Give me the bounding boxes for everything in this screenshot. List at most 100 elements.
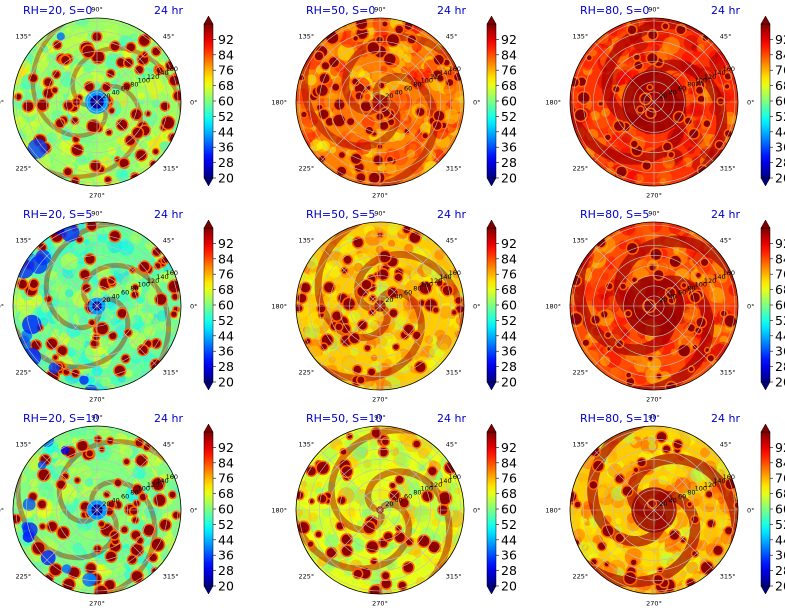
texture-patch	[370, 231, 378, 239]
panel-time-label: 24 hr	[437, 4, 466, 17]
convective-cell	[626, 372, 631, 378]
convective-cell	[369, 172, 380, 184]
angle-tick-label: 0°	[190, 303, 197, 311]
colorbar-tick-label: 84	[218, 455, 234, 470]
convective-cell	[361, 280, 372, 290]
texture-patch	[91, 290, 101, 300]
convective-cell	[387, 287, 398, 298]
colorbar-tick-label: 36	[218, 548, 234, 563]
angle-tick-label: 0°	[747, 303, 754, 311]
texture-patch	[146, 78, 164, 95]
texture-patch	[670, 348, 678, 356]
angular-grid-line	[594, 450, 655, 511]
colorbar-tick-label: 44	[775, 532, 785, 547]
convective-cell	[625, 310, 631, 317]
radial-tick-label: 20	[102, 500, 110, 508]
convective-cell	[31, 340, 41, 350]
convective-cell	[153, 149, 159, 155]
radial-tick-label: 40	[669, 88, 677, 96]
convective-cell	[121, 526, 128, 533]
texture-patch	[156, 310, 169, 322]
colorbar-min-extend	[203, 177, 214, 187]
convective-cell	[87, 222, 97, 231]
texture-patch	[714, 341, 731, 359]
convective-cell	[642, 161, 651, 170]
radial-tick-label: 160	[449, 473, 461, 481]
texture-patch	[323, 291, 340, 309]
radial-tick-label: 120	[430, 277, 442, 285]
angle-tick-label: 180°	[545, 303, 561, 311]
texture-patch	[94, 426, 104, 435]
convective-cell	[333, 114, 345, 127]
convective-cell	[110, 41, 120, 51]
convective-cell	[615, 474, 624, 483]
angle-tick-label: 135°	[16, 237, 32, 245]
colorbar-tick-label: 76	[218, 267, 234, 282]
polar-grid	[296, 426, 464, 594]
angular-grid-line	[594, 246, 655, 307]
angle-tick-label: 270°	[89, 192, 105, 200]
texture-patch	[333, 284, 341, 291]
convective-cell	[143, 525, 155, 536]
texture-patch	[665, 462, 677, 474]
angle-tick-label: 135°	[16, 33, 32, 41]
texture-patch	[422, 553, 431, 563]
convective-cell	[616, 340, 623, 347]
radial-tick-label: 160	[166, 473, 178, 481]
convective-cell	[418, 535, 430, 547]
convective-cell	[701, 258, 709, 266]
colorbar-tick-label: 20	[501, 171, 517, 186]
radial-tick-label: 100	[421, 77, 433, 85]
convective-cell	[341, 534, 352, 545]
angle-tick-label: 315°	[163, 164, 179, 172]
convective-cell	[343, 255, 352, 264]
angular-grid-line	[96, 305, 157, 366]
convective-cell	[415, 361, 426, 373]
texture-patch	[410, 497, 421, 508]
angular-grid-line	[379, 509, 440, 570]
dry-patch	[48, 362, 60, 374]
radial-tick-label: 80	[413, 489, 421, 497]
texture-patch	[94, 142, 109, 157]
convective-cell	[379, 251, 391, 263]
convective-cell	[406, 538, 413, 546]
polar-grid	[570, 426, 738, 594]
texture-patch	[165, 326, 172, 333]
convective-cell	[703, 120, 711, 127]
convective-cell	[40, 524, 45, 529]
convective-cell	[589, 481, 598, 489]
convective-cell	[371, 428, 381, 438]
convective-cell	[615, 533, 624, 543]
radial-tick-label: 60	[678, 84, 686, 92]
convective-cell	[124, 459, 130, 465]
texture-patch	[330, 364, 338, 372]
colorbar-tick-label: 84	[218, 251, 234, 266]
convective-cell	[734, 502, 738, 508]
angular-grid-line	[653, 101, 714, 162]
convective-cell	[352, 78, 359, 85]
texture-patch	[376, 487, 390, 500]
panel-grid: 204060801001201401600°45°90°135°180°225°…	[0, 4, 785, 608]
radial-tick-label: 60	[678, 492, 686, 500]
angle-tick-label: 225°	[573, 164, 589, 172]
angle-tick-label: 225°	[573, 572, 589, 580]
colorbar-tick-label: 52	[775, 109, 785, 124]
convective-cell	[37, 100, 48, 111]
angular-grid-line	[96, 42, 157, 103]
convective-cell	[452, 310, 457, 315]
angle-tick-label: 0°	[473, 303, 480, 311]
radial-tick-label: 120	[430, 73, 442, 81]
angular-grid-line	[653, 509, 714, 570]
angle-tick-label: 135°	[573, 237, 589, 245]
convective-cell	[640, 93, 651, 104]
convective-cell	[77, 440, 88, 451]
angle-tick-label: 90°	[91, 414, 103, 422]
convective-cell	[71, 177, 79, 184]
radial-tick-label: 60	[121, 288, 129, 296]
angular-grid-line	[96, 246, 157, 307]
colorbar-tick-label: 68	[775, 282, 785, 297]
